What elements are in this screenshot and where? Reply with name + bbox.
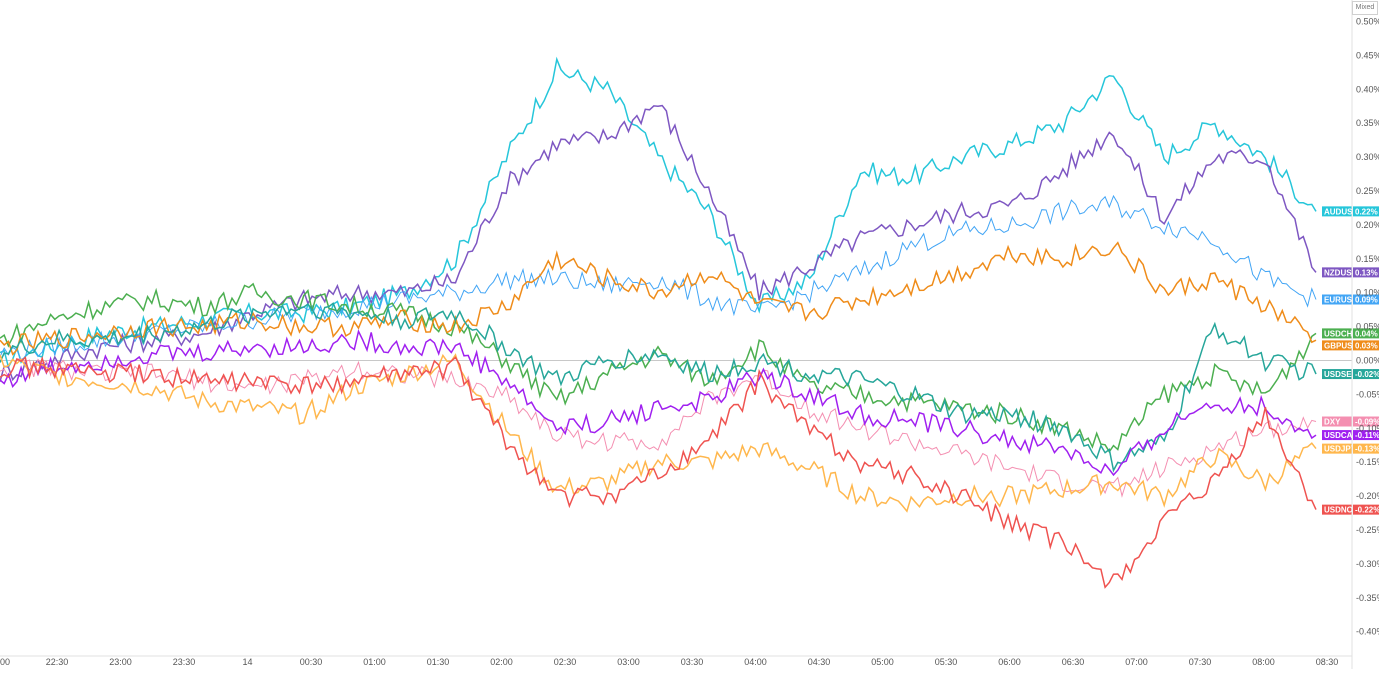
x-tick-label: 00:30 [300,657,323,667]
x-tick-label: 05:30 [935,657,958,667]
series-line-audusd [0,56,1317,369]
series-line-usdsek [0,302,1317,473]
series-name-label: USDCHF [1324,329,1357,338]
x-tick-label: 14 [242,657,252,667]
series-value-label: -0.11% [1355,431,1379,440]
series-name-label: USDCAD [1324,431,1358,440]
series-value-label: -0.02% [1355,370,1379,379]
series-value-label: 0.03% [1355,341,1378,350]
y-tick-label: -0.40% [1356,627,1379,637]
legend-badge-usdjpy: USDJPY-0.13% [1322,443,1379,454]
y-axis: 0.50% 0.45% 0.40% 0.35% 0.30% 0.25% 0.20% 0.15%… [1351,0,1379,669]
y-tick-label: 0.20% [1356,220,1379,230]
y-tick-label: 0.05% [1356,322,1379,332]
x-tick-label: 08:00 [1252,657,1275,667]
series-name-label: NZDUSD [1324,268,1358,277]
x-tick-label: 07:00 [1125,657,1148,667]
series-name-label: AUDUSD [1324,207,1358,216]
y-tick-label: -0.15% [1356,457,1379,467]
legend-badges: AUDUSD0.22%NZDUSD0.13%EURUSD0.09%USDCHF0… [1322,206,1379,515]
y-tick-label: -0.25% [1356,525,1379,535]
x-tick-label: 00 [0,657,10,667]
series-name-label: DXY [1324,418,1341,427]
legend-badge-usdnok: USDNOK-0.22% [1322,504,1379,515]
y-tick-label: 0.35% [1356,118,1379,128]
x-tick-label: 04:00 [744,657,767,667]
x-tick-label: 02:00 [490,657,513,667]
y-tick-label: -0.30% [1356,559,1379,569]
x-tick-label: 01:30 [427,657,450,667]
y-tick-label: 0.50% [1356,17,1379,27]
series-name-label: GBPUSD [1324,341,1358,350]
x-tick-label: 07:30 [1189,657,1212,667]
y-tick-label: -0.10% [1356,423,1379,433]
series-value-label: -0.22% [1355,506,1379,515]
y-tick-label: 0.30% [1356,152,1379,162]
x-axis: 00 22:30 23:00 23:30 14 00:30 01:00 01:30 02:00 0… [0,655,1352,667]
series-line-usdnok [0,355,1317,589]
series-line-gbpusd [0,241,1317,356]
y-tick-label: 0.25% [1356,186,1379,196]
x-tick-label: 22:30 [46,657,69,667]
legend-badge-usdcad: USDCAD-0.11% [1322,430,1379,441]
series-lines [0,56,1317,589]
x-tick-label: 06:00 [998,657,1021,667]
series-value-label: 0.09% [1355,295,1378,304]
series-value-label: -0.13% [1355,445,1379,454]
x-tick-label: 03:30 [681,657,704,667]
series-line-usdjpy [0,353,1317,513]
series-value-label: 0.04% [1355,329,1378,338]
y-tick-label: -0.20% [1356,491,1379,501]
series-line-usdcad [0,329,1317,477]
y-tick-label: 0.45% [1356,50,1379,60]
series-name-label: USDJPY [1324,445,1357,454]
x-tick-label: 23:30 [173,657,196,667]
series-value-label: 0.22% [1355,207,1378,216]
legend-badge-usdsek: USDSEK-0.02% [1322,369,1379,380]
y-tick-label: 0.15% [1356,254,1379,264]
series-value-label: -0.09% [1355,418,1379,427]
x-tick-label: 06:30 [1062,657,1085,667]
x-tick-label: 01:00 [363,657,386,667]
legend-badge-dxy: DXY -0.09% [1322,416,1379,427]
x-tick-label: 08:30 [1316,657,1339,667]
x-tick-label: 04:30 [808,657,831,667]
series-line-usdchf [0,282,1317,454]
series-line-nzdusd [0,104,1317,382]
y-tick-label: -0.35% [1356,593,1379,603]
scale-mode-button[interactable]: Mixed [1352,1,1378,15]
y-tick-label: 0.10% [1356,288,1379,298]
series-name-label: EURUSD [1324,295,1358,304]
series-name-label: USDSEK [1324,370,1358,379]
y-tick-label: -0.05% [1356,389,1379,399]
x-tick-label: 02:30 [554,657,577,667]
x-tick-label: 23:00 [109,657,132,667]
series-name-label: USDNOK [1324,506,1359,515]
series-value-label: 0.13% [1355,268,1378,277]
x-tick-label: 05:00 [871,657,894,667]
y-tick-label: 0.40% [1356,84,1379,94]
y-tick-label: 0.00% [1356,356,1379,366]
x-tick-label: 03:00 [617,657,640,667]
